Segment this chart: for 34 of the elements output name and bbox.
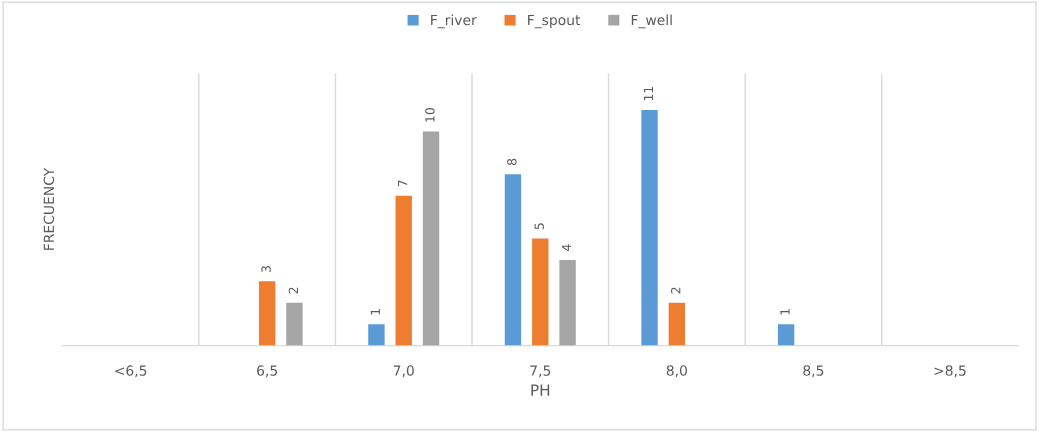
legend-label: F_river xyxy=(431,14,477,29)
data-label: 1 xyxy=(780,309,790,315)
x-tick-label: 7,0 xyxy=(393,365,414,378)
data-label: 7 xyxy=(398,180,408,187)
bar xyxy=(668,302,686,346)
y-axis-title: FRECUENCY xyxy=(43,167,55,250)
legend-label: F_well xyxy=(631,14,672,29)
legend-label: F_spout xyxy=(528,14,581,29)
bar xyxy=(777,324,795,346)
x-tick-label: 8,0 xyxy=(666,365,687,378)
bar xyxy=(286,302,303,346)
bar xyxy=(532,238,549,346)
bar xyxy=(504,174,522,346)
x-tick-label: 7,5 xyxy=(530,365,551,378)
bar xyxy=(368,324,385,346)
data-label: 3 xyxy=(261,266,271,273)
x-tick-label: 6,5 xyxy=(257,365,277,378)
data-label: 5 xyxy=(534,223,544,230)
bar xyxy=(395,195,412,346)
data-label: 11 xyxy=(643,86,653,101)
data-label: 10 xyxy=(425,107,435,122)
data-label: 1 xyxy=(370,309,380,315)
x-axis-title: PH xyxy=(531,384,550,396)
bar xyxy=(258,281,276,346)
bar xyxy=(559,259,576,346)
data-label: 2 xyxy=(288,287,298,294)
x-tick-label: 8,5 xyxy=(803,365,824,378)
data-label: 4 xyxy=(561,244,572,251)
bar xyxy=(422,131,440,346)
data-label: 8 xyxy=(507,158,517,166)
x-tick-label: <6,5 xyxy=(115,365,147,378)
bar xyxy=(641,109,658,346)
data-label: 2 xyxy=(671,287,681,294)
x-tick-label: >8,5 xyxy=(934,365,966,378)
